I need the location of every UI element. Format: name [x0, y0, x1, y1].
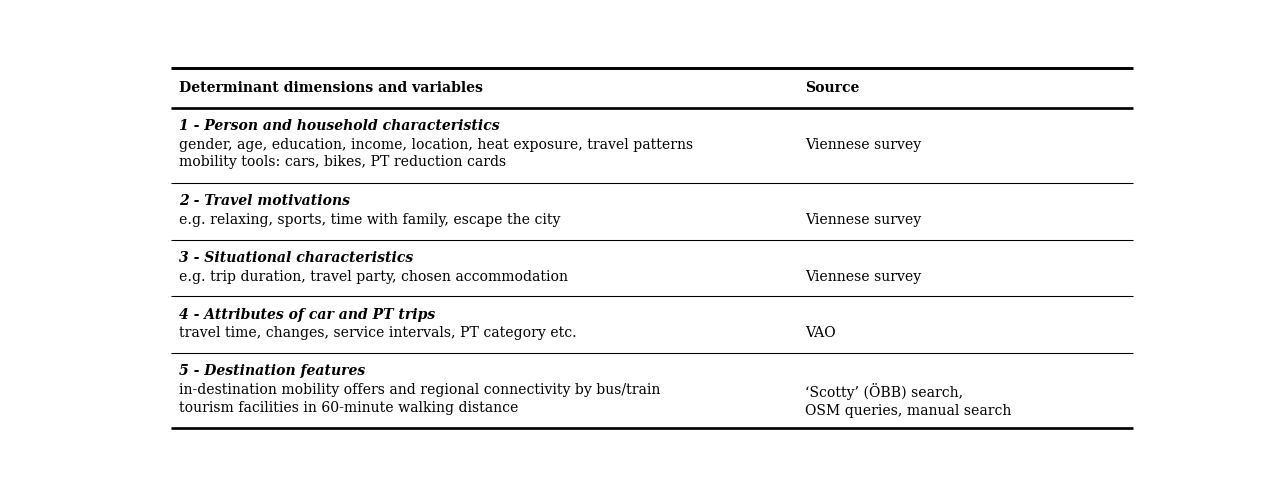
Text: e.g. trip duration, travel party, chosen accommodation: e.g. trip duration, travel party, chosen…	[178, 269, 567, 283]
Text: VAO: VAO	[805, 326, 836, 340]
Text: 2 - Travel motivations: 2 - Travel motivations	[178, 194, 350, 208]
Text: 1 - Person and household characteristics: 1 - Person and household characteristics	[178, 119, 500, 133]
Text: travel time, changes, service intervals, PT category etc.: travel time, changes, service intervals,…	[178, 326, 576, 340]
Text: Viennese survey: Viennese survey	[805, 137, 921, 152]
Text: gender, age, education, income, location, heat exposure, travel patterns
mobilit: gender, age, education, income, location…	[178, 137, 693, 169]
Text: Viennese survey: Viennese survey	[805, 213, 921, 227]
Text: 3 - Situational characteristics: 3 - Situational characteristics	[178, 251, 413, 265]
Text: 5 - Destination features: 5 - Destination features	[178, 364, 365, 378]
Text: Source: Source	[805, 81, 859, 95]
Text: Viennese survey: Viennese survey	[805, 269, 921, 283]
Text: in-destination mobility offers and regional connectivity by bus/train
tourism fa: in-destination mobility offers and regio…	[178, 382, 660, 414]
Text: 4 - Attributes of car and PT trips: 4 - Attributes of car and PT trips	[178, 308, 435, 321]
Text: Determinant dimensions and variables: Determinant dimensions and variables	[178, 81, 482, 95]
Text: e.g. relaxing, sports, time with family, escape the city: e.g. relaxing, sports, time with family,…	[178, 213, 560, 227]
Text: ‘Scotty’ (ÖBB) search,
OSM queries, manual search: ‘Scotty’ (ÖBB) search, OSM queries, manu…	[805, 382, 1011, 417]
